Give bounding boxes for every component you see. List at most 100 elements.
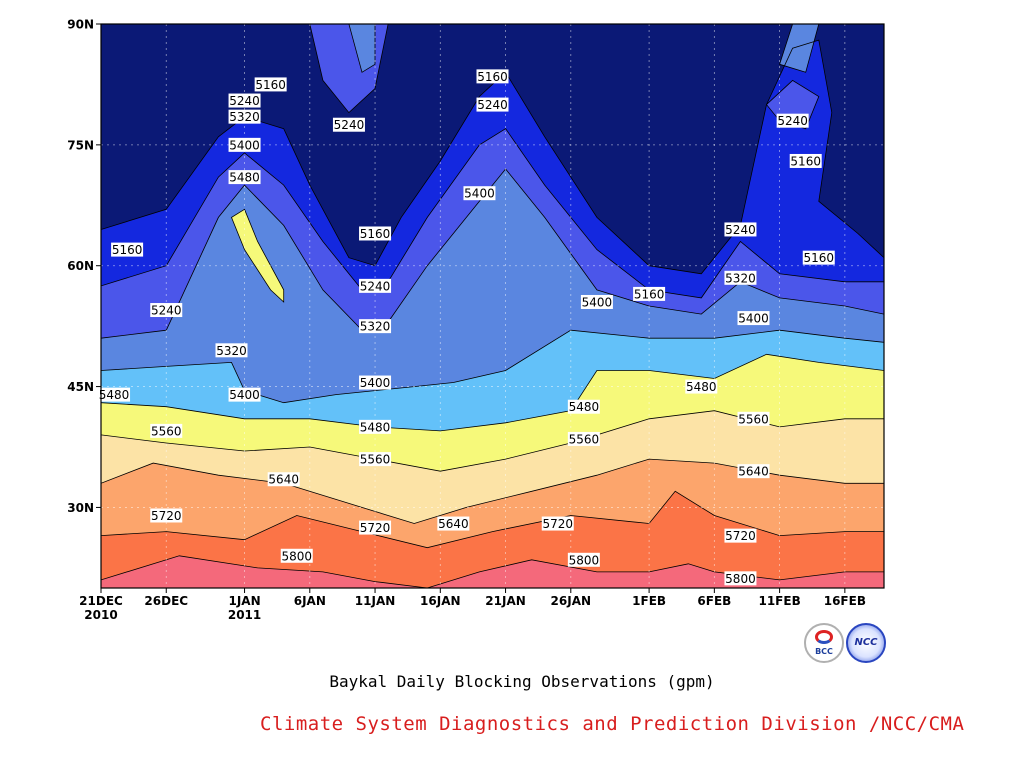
contour-label-text: 5320 [216,344,247,358]
contour-label: 5240 [150,303,183,318]
contour-label-bg [463,186,496,201]
x-tick-label: 21DEC [79,594,123,608]
contour-label: 5720 [724,528,757,543]
contour-label-text: 5720 [725,529,756,543]
contour-label: 5800 [724,571,757,586]
chart-title: Baykal Daily Blocking Observations (gpm) [329,672,715,691]
contour-label: 5400 [228,387,261,402]
contour-label: 5160 [476,69,509,84]
contour-label-bg [476,97,509,112]
x-tick-label: 11FEB [758,594,800,608]
contour-label: 5160 [254,77,287,92]
contour-label: 5800 [280,548,313,563]
contour-label-bg [228,137,261,152]
contour-label: 5400 [737,311,770,326]
contour-label: 5480 [359,419,392,434]
contour-label: 5400 [580,294,613,309]
contour-line-5400 [101,329,884,404]
contour-label-text: 5720 [151,509,182,523]
contour-label-text: 5160 [112,243,143,257]
contour-label-text: 5720 [542,517,573,531]
contour-label: 5160 [633,286,666,301]
contour-label: 5320 [724,270,757,285]
contour-label-text: 5160 [803,251,834,265]
contour-label: 5240 [776,113,809,128]
contour-label: 5320 [359,319,392,334]
x-tick-label: 6JAN [294,594,326,608]
contour-label-bg [580,294,613,309]
contour-label-text: 5320 [360,320,391,334]
contour-label-text: 5720 [360,521,391,535]
y-tick-label: 75N [67,138,94,152]
contour-label-text: 5400 [360,376,391,390]
contour-label-bg [567,552,600,567]
contour-label-text: 5560 [738,412,769,426]
contour-label: 5240 [228,93,261,108]
contour-label-bg [359,452,392,467]
x-tick-label: 11JAN [355,594,396,608]
contour-label-bg [359,278,392,293]
contour-label-bg [359,319,392,334]
contour-label: 5640 [437,516,470,531]
bcc-logo: BCC [804,623,844,663]
contour-label-text: 5400 [464,187,495,201]
contour-label-text: 5160 [634,287,665,301]
x-tick-label: 1JAN [228,594,260,608]
contour-label-text: 5640 [738,465,769,479]
contour-label-text: 5480 [569,400,600,414]
contour-label: 5160 [789,153,822,168]
contour-label-bg [228,93,261,108]
contour-label: 5560 [737,411,770,426]
x-tick-label: 21JAN [485,594,526,608]
contour-label-bg [267,472,300,487]
credit-line: Climate System Diagnostics and Predictio… [260,713,965,735]
y-axis-ticks: 30N 45N 60N 75N 90N [67,18,101,515]
contour-label-text: 5320 [725,271,756,285]
contour-label-text: 5560 [360,453,391,467]
x-tick-label: 26JAN [551,594,592,608]
contour-label-bg [789,153,822,168]
contour-label: 5480 [567,399,600,414]
y-tick-label: 60N [67,259,94,273]
contour-label: 5160 [802,250,835,265]
y-tick-label: 45N [67,380,94,394]
contour-label-text: 5240 [229,94,260,108]
contour-label-bg [802,250,835,265]
bcc-logo-text: BCC [815,647,833,656]
contour-label-bg [541,516,574,531]
contour-label-bg [254,77,287,92]
contour-label-bg [724,528,757,543]
contour-label-text: 5320 [229,110,260,124]
contour-label-text: 5240 [777,114,808,128]
contour-label: 5560 [150,423,183,438]
contour-label-text: 5480 [360,420,391,434]
contour-label-text: 5240 [477,98,508,112]
contour-label-text: 5400 [582,295,613,309]
contour-label-bg [737,464,770,479]
contour-label-bg [111,242,144,257]
contour-label: 5160 [359,226,392,241]
contour-label: 5320 [215,343,248,358]
contour-label: 5240 [476,97,509,112]
contour-label-bg [359,375,392,390]
contour-label-text: 5560 [151,424,182,438]
contour-line-5800 [101,555,884,588]
bcc-swirl-icon [815,630,833,644]
contour-label-bg [437,516,470,531]
x-tick-label: 6FEB [697,594,731,608]
contour-label-text: 5240 [725,223,756,237]
plot-frame [100,23,885,589]
ncc-logo-text: NCC [854,637,878,648]
grid-lines [101,24,884,588]
contour-label-text: 5160 [255,78,286,92]
contour-label: 5320 [228,109,261,124]
x-tick-label: 16JAN [420,594,461,608]
contour-label-text: 5160 [360,227,391,241]
contour-label: 5240 [724,222,757,237]
contour-label-bg [150,303,183,318]
contour-label: 5400 [463,186,496,201]
contour-label-text: 5800 [725,572,756,586]
y-tick-label: 90N [67,18,94,32]
